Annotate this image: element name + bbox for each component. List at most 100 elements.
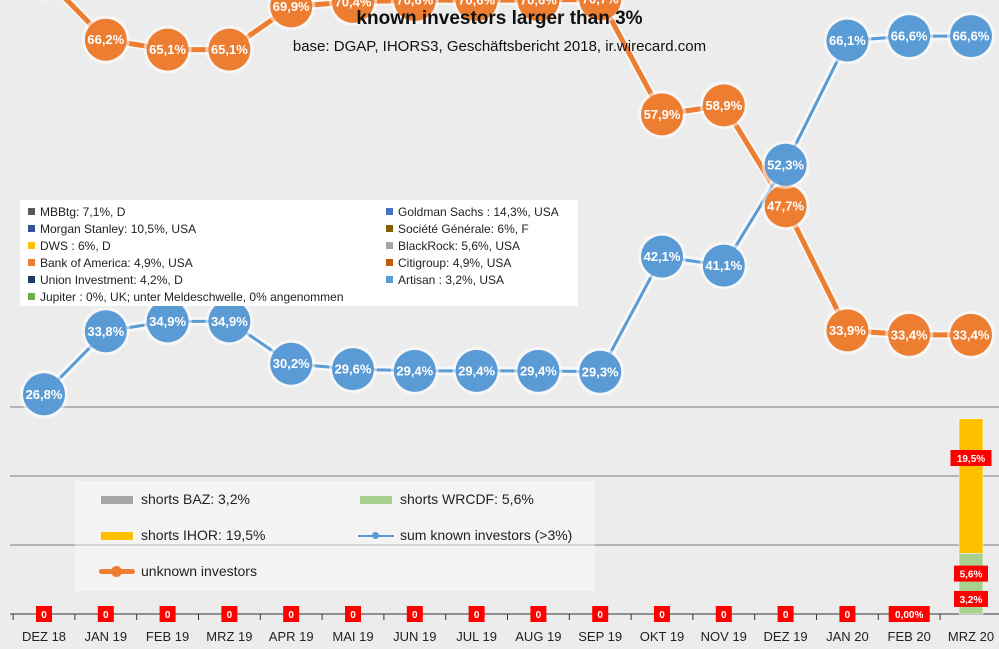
data-point bbox=[84, 310, 127, 353]
bar-label-box bbox=[592, 606, 609, 622]
x-tick-label: JUN 19 bbox=[393, 629, 436, 644]
legend-investor-label: DWS : 6%, D bbox=[40, 239, 111, 253]
legend-label-known: sum known investors (>3%) bbox=[400, 527, 573, 543]
legend-marker-shorts-baz bbox=[101, 496, 133, 504]
legend-swatch bbox=[28, 208, 35, 215]
legend-investor-label: MBBtg: 7,1%, D bbox=[40, 205, 126, 219]
data-label: 29,4% bbox=[458, 363, 495, 378]
bar-data-label: 0 bbox=[412, 610, 418, 621]
data-label: 65,1% bbox=[149, 42, 186, 57]
legend-investor-label: Jupiter : 0%, UK; unter Meldeschwelle, 0… bbox=[40, 290, 344, 304]
legend-marker-unknown-dot bbox=[111, 566, 122, 577]
bar-data-label: 0 bbox=[474, 610, 480, 621]
legend-marker-shorts-wrcdf bbox=[360, 496, 392, 504]
data-label: 66,2% bbox=[87, 32, 124, 47]
data-point bbox=[702, 84, 745, 127]
bar-label-box bbox=[97, 606, 114, 622]
legend-marker-shorts-ihor bbox=[101, 532, 133, 540]
bar-label-box bbox=[654, 606, 670, 622]
data-label: 66,6% bbox=[953, 29, 990, 44]
data-label: 66,1% bbox=[829, 33, 866, 48]
data-point bbox=[702, 244, 745, 287]
bar-data-label: 0 bbox=[227, 610, 233, 621]
data-point bbox=[208, 28, 251, 71]
legend-investor-item: Société Générale: 6%, F bbox=[386, 221, 529, 237]
data-point bbox=[641, 235, 683, 278]
legend-investor-item: Jupiter : 0%, UK; unter Meldeschwelle, 0… bbox=[28, 289, 344, 305]
data-point bbox=[270, 0, 313, 28]
bar-label-box bbox=[888, 606, 930, 622]
data-label: 29,3% bbox=[582, 364, 619, 379]
legend-swatch bbox=[28, 225, 35, 232]
series-line-known bbox=[42, 34, 971, 396]
data-point bbox=[888, 15, 931, 58]
bar-label-box bbox=[839, 606, 856, 622]
x-tick-label: DEZ 18 bbox=[22, 629, 66, 644]
chart-title: known investors larger than 3% bbox=[356, 8, 643, 29]
data-point bbox=[208, 300, 251, 343]
series-line-unknown bbox=[63, 0, 971, 338]
legend-swatch bbox=[386, 225, 393, 232]
data-point bbox=[888, 313, 931, 356]
legend-investor-item: MBBtg: 7,1%, D bbox=[28, 204, 125, 220]
legend-investor-label: BlackRock: 5,6%, USA bbox=[398, 239, 521, 253]
data-label: 57,9% bbox=[644, 107, 681, 122]
bar-data-label: 19,5% bbox=[957, 454, 985, 465]
bar-label-box bbox=[345, 606, 361, 622]
bar-data-label: 3,2% bbox=[960, 595, 983, 606]
x-tick-label: SEP 19 bbox=[578, 629, 622, 644]
data-label: 66,6% bbox=[891, 29, 928, 44]
bar-data-label: 0 bbox=[659, 610, 665, 621]
data-label: 70,4% bbox=[335, 0, 372, 9]
data-label: 70,6% bbox=[396, 0, 433, 8]
x-tick-label: MRZ 20 bbox=[948, 629, 994, 644]
data-point bbox=[332, 348, 374, 391]
legend-investor-label: Artisan : 3,2%, USA bbox=[398, 273, 505, 287]
bar-data-label: 0 bbox=[721, 610, 727, 621]
bar-data-label: 0 bbox=[288, 610, 294, 621]
x-tick-label: JUL 19 bbox=[456, 629, 497, 644]
bar-label-box bbox=[954, 590, 988, 607]
data-point bbox=[146, 28, 189, 71]
bar-data-label: 0,00% bbox=[895, 610, 923, 621]
data-point bbox=[764, 185, 807, 228]
bar-label-box bbox=[950, 450, 992, 467]
data-point bbox=[455, 0, 498, 22]
data-point bbox=[950, 313, 992, 356]
legend-swatch bbox=[28, 259, 35, 266]
legend-swatch bbox=[28, 242, 35, 249]
data-label: 33,4% bbox=[953, 327, 990, 342]
legend-investor-label: Citigroup: 4,9%, USA bbox=[398, 256, 512, 270]
data-point bbox=[517, 0, 560, 22]
x-tick-label: OKT 19 bbox=[640, 629, 685, 644]
data-label: 33,4% bbox=[891, 327, 928, 342]
data-point bbox=[826, 19, 869, 62]
data-label: 26,8% bbox=[26, 387, 63, 402]
bar-data-label: 0 bbox=[597, 610, 603, 621]
chart-subtitle: base: DGAP, IHORS3, Geschäftsbericht 201… bbox=[292, 38, 707, 55]
x-tick-label: JAN 20 bbox=[826, 629, 869, 644]
legend-swatch bbox=[386, 259, 393, 266]
legend-investor-label: Goldman Sachs : 14,3%, USA bbox=[398, 205, 559, 219]
legend-swatch bbox=[386, 242, 393, 249]
data-point bbox=[579, 0, 622, 21]
data-label: 29,6% bbox=[335, 362, 372, 377]
data-point bbox=[579, 350, 622, 393]
legend-label-shorts-baz: shorts BAZ: 3,2% bbox=[141, 491, 250, 507]
legend-investor-item: DWS : 6%, D bbox=[28, 238, 111, 254]
legend-swatch bbox=[28, 276, 35, 283]
data-label: 42,1% bbox=[644, 249, 681, 264]
data-label: 33,9% bbox=[829, 323, 866, 338]
data-point bbox=[393, 349, 436, 392]
data-point bbox=[950, 15, 992, 58]
legend-label-shorts-ihor: shorts IHOR: 19,5% bbox=[141, 527, 266, 543]
data-label: 41,1% bbox=[705, 258, 742, 273]
x-tick-label: FEB 19 bbox=[146, 629, 189, 644]
data-label: 29,4% bbox=[520, 363, 557, 378]
data-label: 70,6% bbox=[520, 0, 557, 8]
bar-label-box bbox=[530, 606, 547, 622]
short-bar-2 bbox=[958, 418, 984, 554]
bar-data-label: 0 bbox=[350, 610, 356, 621]
bar-label-box bbox=[36, 606, 52, 622]
